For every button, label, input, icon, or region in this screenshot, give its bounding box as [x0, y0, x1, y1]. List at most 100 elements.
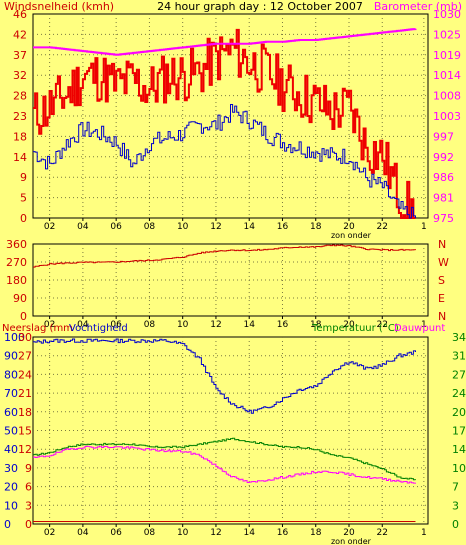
y-tick-label: N	[438, 238, 446, 251]
x-tick-label: 08	[144, 528, 156, 538]
y-tick-label: 1025	[433, 28, 461, 41]
x-tick-label: 16	[277, 528, 289, 538]
temperature-line	[33, 437, 416, 481]
x-tick-label: 20	[343, 528, 355, 538]
y-tick-label: 15	[18, 425, 32, 438]
y-tick-label: 0	[452, 518, 459, 531]
x-tick-label: 1	[421, 528, 427, 538]
x-tick-label: 18	[310, 222, 322, 232]
x-tick-label: 08	[144, 320, 156, 330]
chart-title: 24 hour graph day : 12 October 2007	[157, 0, 363, 13]
y-tick-label: 17	[452, 425, 466, 438]
y-tick-label: 6	[25, 481, 32, 494]
y-tick-label: 28	[13, 90, 27, 103]
y-tick-label: 40	[4, 443, 18, 456]
y-tick-label: 20	[4, 481, 18, 494]
y-tick-label: 34	[452, 331, 466, 344]
barometer-axis-title: Barometer (mb)	[374, 0, 462, 13]
x-tick-label: 10	[177, 528, 189, 538]
dewpoint-line	[33, 445, 416, 484]
x-tick-label: 1	[421, 320, 427, 330]
y-tick-label: 27	[18, 350, 32, 363]
x-tick-label: 02	[44, 528, 55, 538]
y-tick-label: S	[438, 274, 445, 287]
x-tick-label: 1	[421, 222, 427, 232]
y-tick-label: 30	[18, 331, 32, 344]
y-tick-label: 3	[25, 499, 32, 512]
y-tick-label: 1030	[433, 8, 461, 21]
y-tick-label: 18	[18, 406, 32, 419]
y-tick-label: 981	[433, 192, 454, 205]
x-tick-label: 22	[377, 528, 388, 538]
y-tick-label: 18	[13, 130, 27, 143]
x-tick-label: 22	[377, 222, 388, 232]
y-tick-label: 23	[13, 110, 27, 123]
x-tick-label: 04	[77, 222, 89, 232]
x-tick-label: 20	[343, 222, 355, 232]
wind-avg-line	[33, 104, 416, 219]
y-tick-label: 270	[6, 256, 27, 269]
x-tick-label: 14	[243, 222, 255, 232]
y-tick-label: 27	[452, 368, 466, 381]
y-tick-label: 42	[13, 28, 27, 41]
y-tick-label: 32	[13, 69, 27, 82]
y-tick-label: 0	[20, 212, 27, 225]
rain-axis-title: Neerslag (mm	[2, 323, 73, 334]
x-tick-label: 12	[210, 222, 221, 232]
x-tick-label: 18	[310, 528, 322, 538]
y-tick-label: 90	[13, 292, 27, 305]
y-tick-label: 12	[18, 443, 32, 456]
x-tick-label: 12	[210, 528, 221, 538]
y-tick-label: 9	[20, 171, 27, 184]
x-tick-label: 10	[177, 222, 189, 232]
x-tick-label: 18	[310, 320, 322, 330]
y-tick-label: W	[438, 256, 449, 269]
y-tick-label: N	[438, 310, 446, 323]
y-tick-label: 24	[452, 387, 466, 400]
wind-axis-title: Windsnelheid (kmh)	[4, 0, 114, 13]
y-tick-label: 31	[452, 350, 466, 363]
y-tick-label: 10	[4, 499, 18, 512]
y-tick-label: 0	[20, 310, 27, 323]
temperature-axis-title: Temperatuur (°C)	[311, 323, 399, 334]
y-tick-label: 50	[4, 425, 18, 438]
y-tick-label: 10	[452, 462, 466, 475]
x-sublabel: zon onder	[331, 537, 372, 545]
y-tick-label: 986	[433, 171, 454, 184]
x-tick-label: 08	[144, 222, 156, 232]
x-tick-label: 02	[44, 320, 55, 330]
x-tick-label: 16	[277, 320, 289, 330]
x-tick-label: 14	[243, 320, 255, 330]
y-tick-label: 9	[25, 462, 32, 475]
gust-line	[33, 28, 416, 219]
x-sublabel: zon onder	[331, 231, 372, 240]
y-tick-label: 180	[6, 274, 27, 287]
y-tick-label: 24	[18, 368, 32, 381]
y-tick-label: 975	[433, 212, 454, 225]
y-tick-label: 7	[452, 481, 459, 494]
y-tick-label: 30	[4, 462, 18, 475]
dewpoint-axis-title: Dauwpunt	[394, 323, 445, 334]
y-tick-label: 100	[4, 331, 25, 344]
y-tick-label: 1019	[433, 49, 461, 62]
y-tick-label: 992	[433, 151, 454, 164]
y-tick-label: 21	[18, 387, 32, 400]
y-tick-label: 70	[4, 387, 18, 400]
y-tick-label: 37	[13, 49, 27, 62]
y-tick-label: 0	[25, 518, 32, 531]
y-tick-label: 20	[452, 406, 466, 419]
y-tick-label: 80	[4, 368, 18, 381]
y-tick-label: 360	[6, 238, 27, 251]
y-tick-label: 3	[452, 499, 459, 512]
x-tick-label: 14	[243, 528, 255, 538]
y-tick-label: 1014	[433, 69, 461, 82]
y-tick-label: 5	[20, 192, 27, 205]
y-tick-label: 46	[13, 8, 27, 21]
x-tick-label: 06	[110, 528, 122, 538]
plot-frame-3	[32, 336, 429, 525]
y-tick-label: 1008	[433, 90, 461, 103]
y-tick-label: 90	[4, 350, 18, 363]
y-tick-label: 60	[4, 406, 18, 419]
barometer-line	[33, 28, 417, 56]
